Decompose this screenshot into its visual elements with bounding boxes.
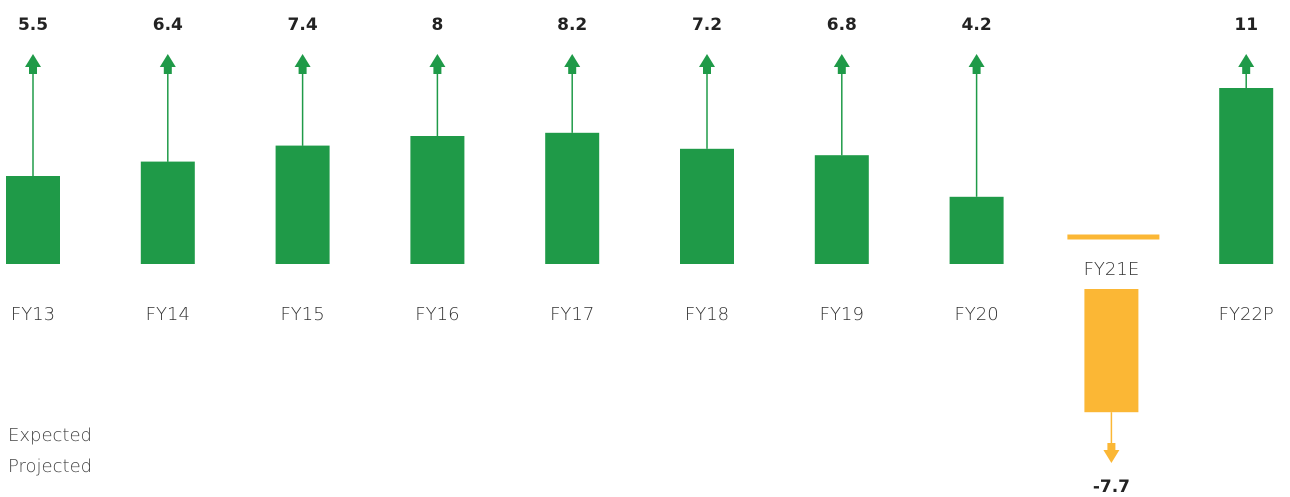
value-label: 6.8 <box>827 15 857 35</box>
x-tick-label: FY13 <box>11 304 55 325</box>
bar <box>545 132 600 264</box>
value-label: 7.4 <box>288 15 318 35</box>
arrow-head <box>968 54 985 74</box>
x-tick-label: FY16 <box>415 304 459 325</box>
arrow-head <box>1103 443 1120 463</box>
value-label: 11 <box>1234 15 1258 35</box>
legend-label: Projected <box>8 456 92 477</box>
bar <box>1084 289 1139 413</box>
bar <box>275 145 330 264</box>
value-label: 8 <box>431 15 443 35</box>
arrow-head <box>25 54 41 74</box>
arrow-head <box>429 54 446 74</box>
value-label: 5.5 <box>18 15 48 35</box>
value-label: 8.2 <box>557 15 587 35</box>
value-label: 4.2 <box>962 15 992 35</box>
arrow-head <box>699 54 715 74</box>
arrow-head <box>294 54 311 74</box>
x-tick-label: FY20 <box>954 304 998 325</box>
arrow-head <box>833 54 850 74</box>
x-tick-label: FY19 <box>820 304 864 325</box>
arrow-head <box>564 54 581 74</box>
bar <box>1219 88 1274 264</box>
x-tick-label: FY18 <box>685 304 729 325</box>
x-tick-label: FY17 <box>550 304 594 325</box>
x-tick-label: FY21E <box>1084 259 1140 280</box>
x-tick-label: FY14 <box>146 304 190 325</box>
legend-label: Expected <box>8 425 92 446</box>
x-tick-label: FY22P <box>1219 304 1274 325</box>
bar <box>6 176 60 264</box>
bar <box>814 155 869 264</box>
bar <box>949 196 1004 264</box>
bar <box>680 148 734 264</box>
bar <box>140 161 195 264</box>
value-label: 6.4 <box>153 15 183 35</box>
value-label: -7.7 <box>1093 477 1130 497</box>
arrow-head <box>1238 54 1255 74</box>
value-label: 7.2 <box>692 15 722 35</box>
bar <box>410 136 465 264</box>
x-tick-label: FY15 <box>280 304 324 325</box>
arrow-head <box>159 54 176 74</box>
